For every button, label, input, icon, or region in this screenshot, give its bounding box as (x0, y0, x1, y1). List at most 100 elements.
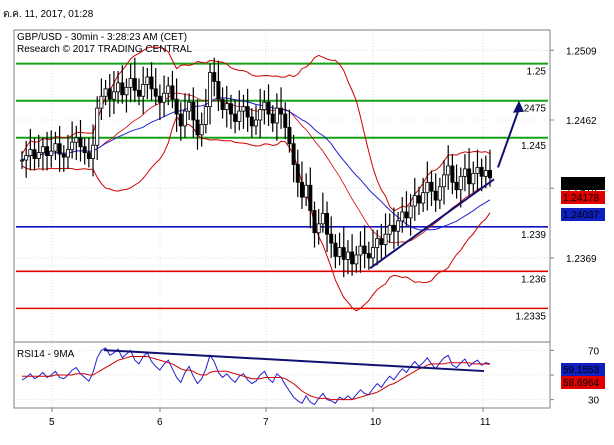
candle-body (383, 233, 388, 245)
candle-body (337, 247, 342, 257)
level-label: 1.25 (527, 67, 547, 78)
candle-body (462, 168, 467, 177)
candle-body (421, 192, 426, 204)
candle-body (70, 141, 75, 151)
moving-average (21, 97, 491, 231)
candle-body (320, 213, 325, 225)
candle-body (396, 220, 401, 232)
candle-body (299, 181, 304, 198)
candle-body (116, 82, 121, 93)
candle-body (99, 95, 104, 109)
candle-body (128, 78, 133, 88)
candle-body (212, 72, 217, 82)
candle-body (191, 101, 196, 121)
candle-body (216, 81, 221, 100)
candle-body (471, 172, 476, 185)
candle-body (341, 247, 346, 260)
candle-body (408, 205, 413, 219)
candle-body (237, 110, 242, 122)
candle-body (162, 92, 167, 103)
rsi-price-tag (561, 363, 605, 376)
rsi-price-tag-label: 58.6964 (563, 378, 600, 389)
y-tick-label: 1.2369 (566, 254, 597, 265)
candle-body (458, 175, 463, 191)
rsi-pane (21, 347, 491, 406)
candle-body (203, 106, 208, 125)
symbol-line: GBP/USD - 30min - 3:28:23 AM (CET) (17, 32, 187, 43)
candle-body (233, 113, 238, 122)
candle-body (379, 238, 384, 245)
candle-body (157, 95, 162, 103)
candle-body (132, 78, 137, 91)
candle-body (333, 242, 338, 257)
candle-body (329, 233, 334, 244)
candle-body (291, 143, 296, 165)
rsi-price-tag-label: 59.1553 (563, 365, 600, 376)
candle-body (375, 238, 380, 248)
x-tick-label: 11 (480, 417, 491, 428)
candle-body (266, 101, 271, 115)
candle-body (82, 146, 87, 154)
candle-body (24, 155, 29, 161)
candle-body (103, 88, 108, 97)
candles (19, 57, 492, 278)
level-label: 1.2335 (515, 311, 546, 322)
candle-body (78, 137, 83, 148)
candle-body (454, 181, 459, 191)
candle-body (400, 211, 405, 222)
candle-body (362, 245, 367, 254)
x-tick-label: 5 (49, 417, 55, 428)
rsi-trendline (103, 349, 485, 373)
x-axis: 5 6 7 10 11 (49, 408, 491, 428)
candle-body (274, 107, 279, 124)
candle-body (325, 213, 330, 235)
candle-body (433, 190, 438, 201)
candle-body (228, 103, 233, 115)
candle-body (258, 109, 263, 121)
candle-body (345, 251, 350, 260)
candle-body (487, 170, 492, 179)
candle-body (358, 245, 363, 256)
x-tick-label: 7 (263, 417, 269, 428)
price-tag (561, 177, 605, 190)
candle-body (442, 174, 447, 188)
research-line: Research © 2017 TRADING CENTRAL (17, 44, 192, 55)
candle-body (74, 137, 79, 143)
candle-body (304, 184, 309, 198)
rsi-tick-label: 30 (588, 396, 600, 407)
candle-body (429, 181, 434, 192)
candle-body (253, 119, 258, 127)
candle-body (187, 101, 192, 112)
candle-body (170, 85, 175, 100)
candle-body (19, 159, 24, 162)
candle-body (178, 113, 183, 127)
candle-body (404, 211, 409, 219)
candle-body (270, 113, 275, 124)
candle-body (387, 224, 392, 235)
candle-body (354, 254, 359, 265)
y-tick-label: 1.2509 (566, 46, 597, 57)
candle-body (182, 110, 187, 127)
plot-frame (13, 29, 551, 409)
candle-body (145, 76, 150, 85)
candle-body (65, 149, 70, 158)
rsi-title: RSI14 - 9MA (17, 349, 75, 360)
candle-body (312, 210, 317, 234)
candle-body (36, 152, 41, 159)
candle-body (425, 181, 430, 194)
price-tag-label: 1.24178 (563, 193, 600, 204)
candle-body (40, 146, 45, 154)
candle-body (467, 168, 472, 185)
candle-body (61, 153, 66, 158)
candle-body (283, 113, 288, 128)
candle-body (316, 223, 321, 234)
candle-body (475, 167, 480, 174)
rsi-tick-label: 70 (588, 346, 600, 357)
candle-body (141, 83, 146, 97)
candle-body (279, 107, 284, 115)
candle-body (32, 149, 37, 159)
candle-body (479, 167, 484, 177)
candle-body (174, 98, 179, 115)
candle-body (195, 119, 200, 136)
